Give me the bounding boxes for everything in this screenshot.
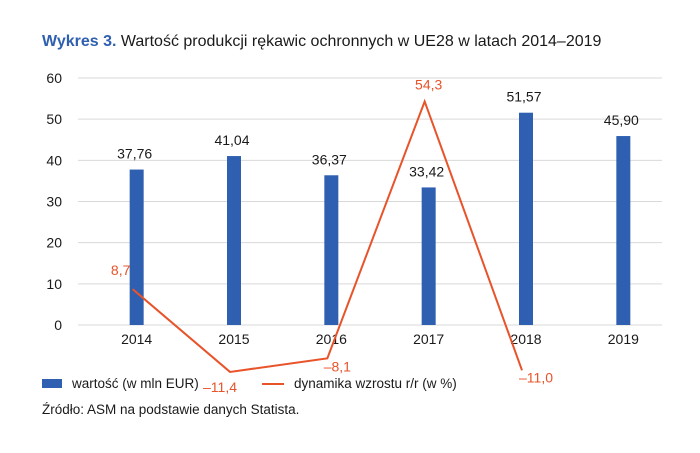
bar [421,187,436,325]
y-tick-label: 0 [54,317,62,333]
legend-bars: wartość (w mln EUR) [42,376,199,391]
bar [227,156,241,325]
line-value-label: 8,7 [111,262,131,278]
bar [519,112,533,326]
x-tick-label: 2014 [121,331,152,347]
legend-line-swatch [262,382,284,385]
y-tick-label: 40 [46,152,62,168]
legend-bar-swatch [42,379,62,388]
line-value-label: –11,4 [203,379,237,395]
bar-value-label: 51,57 [506,89,541,105]
legend-line: dynamika wzrostu r/r (w %) [262,376,457,391]
x-tick-label: 2017 [413,331,444,347]
line-series [132,98,523,373]
title-prefix: Wykres 3. [42,33,117,50]
bar [616,136,631,325]
y-tick-label: 60 [46,70,62,86]
y-tick-label: 30 [46,194,62,210]
bar [324,175,339,325]
bar-value-label: 33,42 [409,163,444,179]
bar-value-label: 45,90 [604,112,639,128]
line-value-label: –8,1 [324,358,351,374]
bar [129,169,144,325]
chart-title: Wykres 3. Wartość produkcji rękawic ochr… [42,33,601,51]
bar-value-label: 36,37 [312,151,347,167]
bar-value-label: 37,76 [117,146,152,162]
x-tick-label: 2016 [316,331,347,347]
bar-value-label: 41,04 [214,132,249,148]
x-tick-label: 2018 [510,331,541,347]
legend-line-label: dynamika wzrostu r/r (w %) [294,376,457,391]
source-note: Źródło: ASM na podstawie danych Statista… [42,402,300,417]
title-text: Wartość produkcji rękawic ochronnych w U… [120,33,602,50]
x-tick-label: 2019 [608,331,639,347]
y-tick-label: 10 [46,276,62,292]
x-tick-label: 2015 [218,331,249,347]
line-value-label: –11,0 [519,369,553,385]
y-tick-label: 20 [46,235,62,251]
line-value-label: 54,3 [415,76,442,92]
y-tick-label: 50 [46,111,62,127]
legend-bar-label: wartość (w mln EUR) [72,376,199,391]
